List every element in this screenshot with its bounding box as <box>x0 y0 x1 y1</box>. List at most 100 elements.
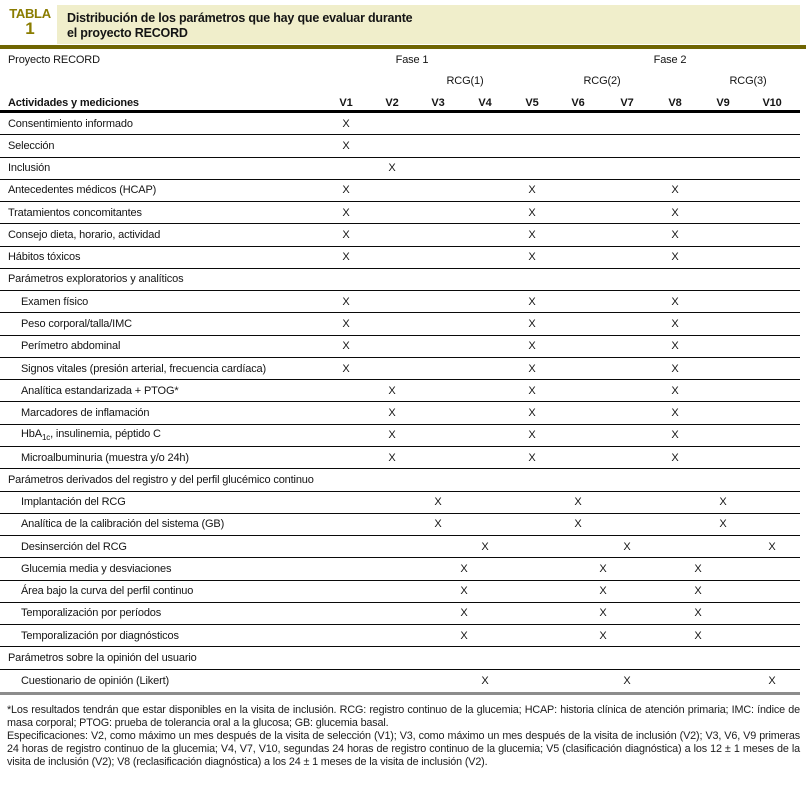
visit-mark-v1: X <box>342 184 350 197</box>
table-row: Examen físico X X X <box>0 291 800 314</box>
table-row: Selección X <box>0 135 800 158</box>
visit-mark-v8v9: X <box>694 607 702 620</box>
visit-mark-v8: X <box>671 429 679 442</box>
visit-column-header-v10: V10 <box>762 97 782 109</box>
visit-mark-v6: X <box>574 496 582 509</box>
table-row: Consejo dieta, horario, actividad X X X <box>0 224 800 247</box>
visit-mark-v5: X <box>528 340 536 353</box>
table-row: Implantación del RCG X X X <box>0 492 800 514</box>
row-label: Microalbuminuria (muestra y/o 24h) <box>21 451 189 464</box>
visit-mark-v8: X <box>671 451 679 464</box>
section-header-row: Parámetros exploratorios y analíticos <box>0 269 800 292</box>
row-label: Glucemia media y desviaciones <box>21 562 172 575</box>
phase-header-1: Fase 1 <box>395 54 429 66</box>
visit-mark-v1: X <box>342 251 350 264</box>
section-label: Parámetros sobre la opinión del usuario <box>8 652 197 664</box>
visit-mark-v10: X <box>768 674 776 687</box>
subscript-text: 1c <box>41 433 51 443</box>
table-row: Microalbuminuria (muestra y/o 24h) X X X <box>0 447 800 470</box>
table-row: Signos vitales (presión arterial, frecue… <box>0 358 800 381</box>
visit-mark-v8v9: X <box>694 562 702 575</box>
project-label: Proyecto RECORD <box>8 54 100 66</box>
visit-mark-v9: X <box>719 496 727 509</box>
visit-mark-v2: X <box>388 451 396 464</box>
row-label: Examen físico <box>21 295 89 308</box>
table-row: Analítica de la calibración del sistema … <box>0 514 800 537</box>
visit-column-header-v6: V6 <box>571 97 585 109</box>
visit-mark-v2: X <box>388 407 396 420</box>
row-label: Temporalización por períodos <box>21 607 162 620</box>
visit-mark-v5: X <box>528 318 536 331</box>
table-row: Analítica estandarizada + PTOG* X X X <box>0 380 800 403</box>
section-label: Parámetros derivados del registro y del … <box>8 473 314 486</box>
visit-mark-v1: X <box>342 318 350 331</box>
table-row: Hábitos tóxicos X X X <box>0 247 800 269</box>
visit-mark-v3v4: X <box>460 585 468 598</box>
visit-mark-v8: X <box>671 228 679 241</box>
rcg-group-header-1: RCG(1) <box>446 75 484 87</box>
visit-mark-v3: X <box>434 496 442 509</box>
visit-mark-v5: X <box>528 429 536 442</box>
row-label: Peso corporal/talla/IMC <box>21 318 132 331</box>
row-label: Implantación del RCG <box>21 496 126 509</box>
visit-mark-v8: X <box>671 251 679 264</box>
visit-mark-v2: X <box>388 429 396 442</box>
table-row: Tratamientos concomitantes X X X <box>0 202 800 225</box>
table-row: Peso corporal/talla/IMC X X X <box>0 313 800 336</box>
row-label: Analítica estandarizada + PTOG* <box>21 384 179 397</box>
visit-column-header-v1: V1 <box>339 97 353 109</box>
table-title-bar: Distribución de los parámetros que hay q… <box>57 5 800 44</box>
row-label: Inclusión <box>8 162 51 175</box>
row-label: HbA1c, insulinemia, péptido C <box>21 428 161 443</box>
table-title-line1: Distribución de los parámetros que hay q… <box>67 11 413 25</box>
visit-mark-v7: X <box>623 674 631 687</box>
visit-mark-v2: X <box>388 162 396 175</box>
phase-header-2: Fase 2 <box>653 54 687 66</box>
row-label: Área bajo la curva del perfil continuo <box>21 585 194 598</box>
visit-column-header-v8: V8 <box>668 97 682 109</box>
section-header-row: Parámetros sobre la opinión del usuario <box>0 647 800 670</box>
visit-mark-v3v4: X <box>460 607 468 620</box>
visit-mark-v8: X <box>671 206 679 219</box>
visit-mark-v7: X <box>623 540 631 553</box>
visit-mark-v5: X <box>528 362 536 375</box>
visit-mark-v3: X <box>434 518 442 531</box>
visit-mark-v6v7: X <box>599 607 607 620</box>
row-label: Consejo dieta, horario, actividad <box>8 228 161 241</box>
table-badge: TABLA 1 <box>6 6 54 37</box>
table-badge-label: TABLA <box>9 6 51 21</box>
visit-mark-v3v4: X <box>460 562 468 575</box>
visit-mark-v5: X <box>528 295 536 308</box>
visit-mark-v8: X <box>671 295 679 308</box>
visit-mark-v5: X <box>528 228 536 241</box>
row-label: Antecedentes médicos (HCAP) <box>8 184 157 197</box>
visit-column-header-v4: V4 <box>478 97 492 109</box>
table-row: Desinserción del RCG X X X <box>0 536 800 559</box>
table-row: Área bajo la curva del perfil continuo X X… <box>0 581 800 603</box>
visit-column-header-v7: V7 <box>620 97 634 109</box>
visit-mark-v6v7: X <box>599 562 607 575</box>
footnote-abbreviations: *Los resultados tendrán que estar dispon… <box>7 704 800 729</box>
row-label: Tratamientos concomitantes <box>8 206 142 219</box>
table-body: Consentimiento informado X Selección X Inclu… <box>0 113 800 695</box>
visit-mark-v6v7: X <box>599 585 607 598</box>
visit-mark-v5: X <box>528 407 536 420</box>
visit-mark-v8: X <box>671 340 679 353</box>
visit-mark-v4: X <box>481 674 489 687</box>
visit-mark-v8v9: X <box>694 629 702 642</box>
table-row: Temporalización por diagnósticos X X X <box>0 625 800 648</box>
visit-mark-v8: X <box>671 318 679 331</box>
row-label: Cuestionario de opinión (Likert) <box>21 674 170 687</box>
row-label: Analítica de la calibración del sistema … <box>21 518 225 531</box>
visit-mark-v9: X <box>719 518 727 531</box>
row-label: Signos vitales (presión arterial, frecue… <box>21 362 267 375</box>
visit-mark-v5: X <box>528 251 536 264</box>
visit-mark-v8: X <box>671 184 679 197</box>
row-label: Selección <box>8 139 55 152</box>
row-label: Marcadores de inflamación <box>21 407 150 420</box>
footnote-specifications: Especificaciones: V2, como máximo un mes… <box>7 729 800 768</box>
visit-mark-v1: X <box>342 362 350 375</box>
table-row: Marcadores de inflamación X X X <box>0 402 800 425</box>
visit-mark-v5: X <box>528 184 536 197</box>
section-header-row: Parámetros derivados del registro y del … <box>0 469 800 492</box>
